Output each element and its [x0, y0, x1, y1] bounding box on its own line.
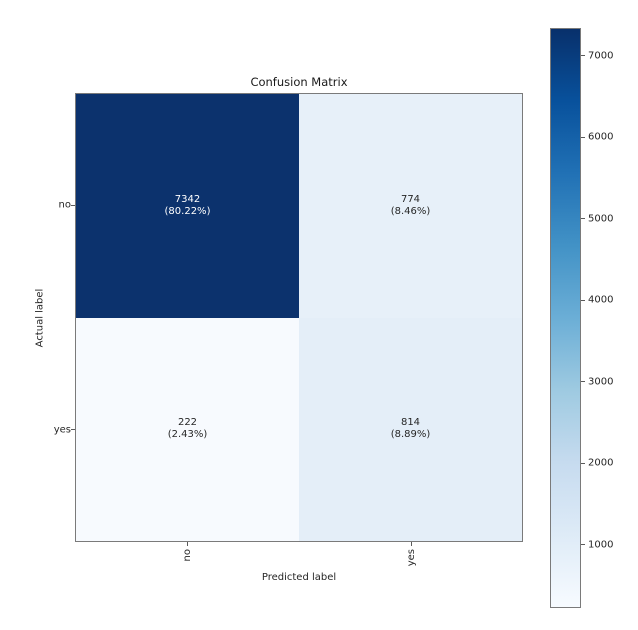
- cell-count: 7342: [174, 193, 201, 205]
- cell-percentage: (8.89%): [390, 429, 431, 441]
- heatmap-plot-area: 7342 (80.22%) 774 (8.46%) 222 (2.43%) 814 (8.89…: [75, 93, 523, 542]
- heatmap-cell: 814 (8.89%): [299, 317, 522, 541]
- x-tick-label: no: [181, 549, 193, 562]
- x-tick-mark: [410, 542, 412, 546]
- y-axis-label: Actual label: [34, 288, 46, 348]
- colorbar-tick-label: 6000: [588, 131, 614, 143]
- x-axis-label: Predicted label: [261, 572, 337, 583]
- cell-percentage: (80.22%): [164, 205, 211, 217]
- heatmap-cell: 222 (2.43%): [76, 317, 299, 541]
- cell-percentage: (8.46%): [390, 205, 431, 217]
- colorbar-tick-label: 5000: [588, 213, 614, 225]
- cell-percentage: (2.43%): [167, 429, 208, 441]
- colorbar-tick-mark: [581, 462, 585, 464]
- cell-count: 774: [400, 193, 421, 205]
- colorbar-tick-mark: [581, 218, 585, 220]
- colorbar-tick-label: 3000: [588, 376, 614, 388]
- colorbar-tick-label: 1000: [588, 539, 614, 551]
- heatmap-cell: 7342 (80.22%): [76, 94, 299, 318]
- x-tick-mark: [186, 542, 188, 546]
- cell-count: 222: [177, 417, 198, 429]
- heatmap-cell: 774 (8.46%): [299, 94, 522, 318]
- y-tick-mark: [71, 204, 75, 206]
- y-tick-label: no: [58, 199, 71, 211]
- cell-count: 814: [400, 417, 421, 429]
- y-tick-label: yes: [53, 424, 71, 436]
- colorbar-tick-mark: [581, 136, 585, 138]
- colorbar-tick-label: 2000: [588, 457, 614, 469]
- colorbar-tick-mark: [581, 381, 585, 383]
- y-tick-mark: [71, 429, 75, 431]
- colorbar-tick-label: 7000: [588, 50, 614, 62]
- colorbar-tick-mark: [581, 299, 585, 301]
- chart-title: Confusion Matrix: [250, 75, 348, 89]
- x-tick-label: yes: [405, 549, 417, 567]
- colorbar-tick-label: 4000: [588, 294, 614, 306]
- colorbar-tick-mark: [581, 544, 585, 546]
- colorbar-tick-mark: [581, 55, 585, 57]
- colorbar: [550, 28, 581, 608]
